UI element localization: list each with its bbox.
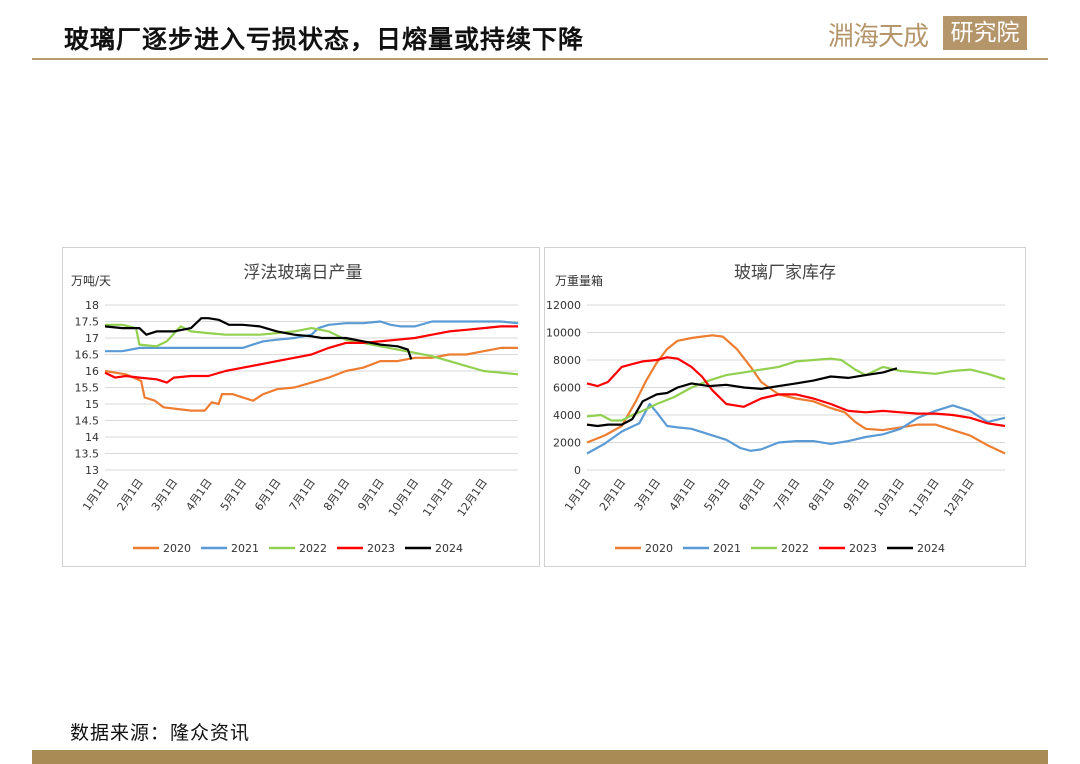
x-tick-label: 8月1日 <box>321 476 352 513</box>
x-tick-label: 4月1日 <box>667 476 698 513</box>
x-tick-label: 7月1日 <box>287 476 318 513</box>
series-line-2021 <box>105 320 519 353</box>
y-tick-label: 15 <box>85 398 99 411</box>
header-divider <box>32 58 1048 60</box>
series-line-2024 <box>586 367 898 428</box>
data-source-note: 数据来源：隆众资讯 <box>70 722 251 744</box>
x-tick-label: 1月1日 <box>80 476 111 513</box>
legend-label-2024: 2024 <box>917 542 945 555</box>
x-tick-label: 8月1日 <box>806 476 837 513</box>
y-tick-label: 2000 <box>553 437 581 450</box>
y-tick-label: 13 <box>85 464 99 477</box>
series-line-2023 <box>104 325 518 384</box>
x-tick-label: 1月1日 <box>562 476 593 513</box>
y-tick-label: 10000 <box>546 327 581 340</box>
production-chart-panel: 浮法玻璃日产量万吨/天 13 13.5 14 14.5 15 15.5 16 16.5 17 17.… <box>62 247 540 567</box>
x-tick-label: 5月1日 <box>218 476 249 513</box>
legend-label-2022: 2022 <box>299 542 327 555</box>
footer-bar <box>32 750 1048 764</box>
series-line-2024 <box>104 317 413 360</box>
x-tick-label: 10月1日 <box>386 476 421 519</box>
y-axis-label: 万重量箱 <box>555 273 603 288</box>
y-tick-label: 15.5 <box>75 382 100 395</box>
legend-label-2023: 2023 <box>849 542 877 555</box>
inventory-chart-panel: 玻璃厂家库存万重量箱 0 2000 4000 6000 8000 10000 12000 1月1… <box>544 247 1026 567</box>
chart-title: 浮法玻璃日产量 <box>244 263 363 283</box>
y-tick-label: 13.5 <box>75 448 100 461</box>
y-tick-label: 14.5 <box>75 415 100 428</box>
company-logo: 淵海天成 研究院 <box>828 14 1028 54</box>
logo-brand-text: 淵海天成 <box>828 22 929 52</box>
legend-label-2020: 2020 <box>163 542 191 555</box>
series-line-2022 <box>105 323 519 376</box>
page-title: 玻璃厂逐步进入亏损状态，日熔量或持续下降 <box>64 25 585 54</box>
x-tick-label: 2月1日 <box>115 476 146 513</box>
legend-label-2024: 2024 <box>435 542 463 555</box>
x-tick-label: 3月1日 <box>149 476 180 513</box>
x-tick-label: 7月1日 <box>771 476 802 513</box>
y-tick-label: 16.5 <box>75 349 100 362</box>
x-tick-label: 9月1日 <box>841 476 872 513</box>
y-tick-label: 17 <box>85 332 99 345</box>
y-tick-label: 16 <box>85 365 99 378</box>
y-tick-label: 6000 <box>553 382 581 395</box>
x-tick-label: 5月1日 <box>701 476 732 513</box>
y-tick-label: 14 <box>85 431 99 444</box>
x-tick-label: 2月1日 <box>597 476 628 513</box>
series-line-2021 <box>586 402 1006 455</box>
y-tick-label: 12000 <box>546 299 581 312</box>
x-tick-label: 4月1日 <box>183 476 214 513</box>
series-line-2023 <box>586 356 1006 428</box>
x-tick-label: 11月1日 <box>420 476 455 519</box>
legend-label-2021: 2021 <box>231 542 259 555</box>
legend-label-2022: 2022 <box>781 542 809 555</box>
series-line-2020 <box>104 346 518 412</box>
x-tick-label: 11月1日 <box>906 476 941 519</box>
x-tick-label: 10月1日 <box>872 476 907 519</box>
y-tick-label: 18 <box>85 299 99 312</box>
y-tick-label: 8000 <box>553 354 581 367</box>
series-line-2022 <box>586 357 1006 422</box>
chart-title: 玻璃厂家库存 <box>734 263 836 283</box>
legend-label-2023: 2023 <box>367 542 395 555</box>
logo-box-text: 研究院 <box>943 16 1027 50</box>
x-tick-label: 12月1日 <box>455 476 490 519</box>
y-axis-label: 万吨/天 <box>71 274 111 288</box>
y-tick-label: 0 <box>574 464 581 477</box>
legend-label-2020: 2020 <box>645 542 673 555</box>
y-tick-label: 17.5 <box>75 316 100 329</box>
x-tick-label: 3月1日 <box>632 476 663 513</box>
y-tick-label: 4000 <box>553 409 581 422</box>
x-tick-label: 6月1日 <box>252 476 283 513</box>
x-tick-label: 6月1日 <box>736 476 767 513</box>
legend-label-2021: 2021 <box>713 542 741 555</box>
x-tick-label: 12月1日 <box>941 476 976 519</box>
x-tick-label: 9月1日 <box>355 476 386 513</box>
